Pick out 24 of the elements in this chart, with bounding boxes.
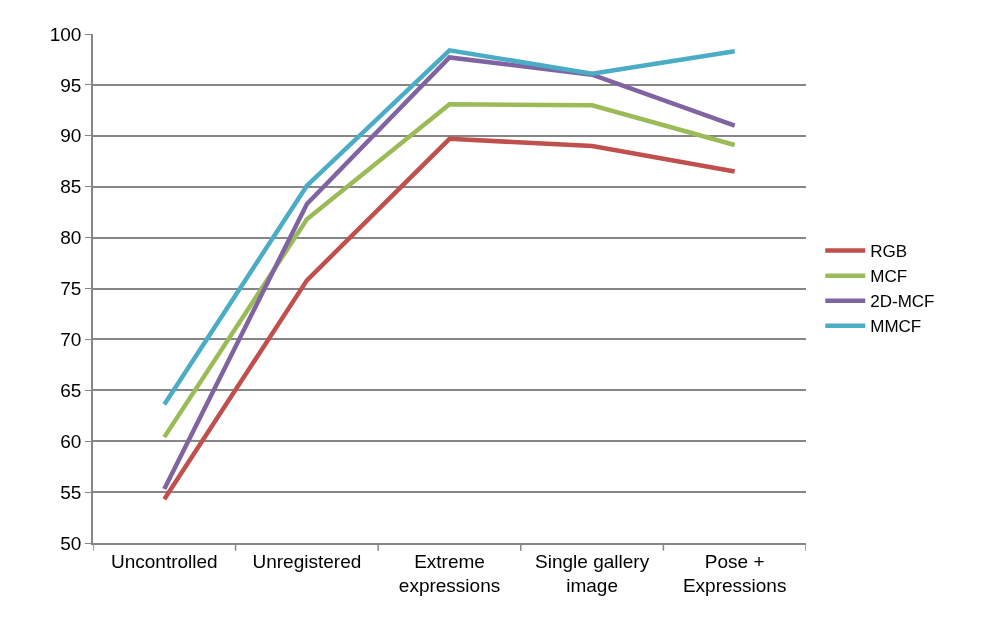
x-tick-label: Pose + Expressions [682, 550, 787, 597]
y-tick-label: 95 [60, 74, 82, 96]
x-tick-label: Single gallery image [535, 550, 650, 597]
y-tick-label: 50 [60, 532, 82, 554]
legend-label: 2D-MCF [870, 292, 935, 312]
y-tick-label: 60 [60, 430, 82, 452]
y-tick-label: 70 [60, 329, 82, 351]
y-tick-label: 75 [60, 278, 82, 300]
y-tick-label: 55 [60, 481, 82, 503]
line-series [162, 55, 737, 492]
x-tick-label: Uncontrolled [110, 550, 218, 572]
y-tick-label: 80 [60, 227, 82, 249]
x-tick-label: Extreme expressions [398, 550, 501, 597]
line-series [162, 136, 737, 502]
y-tick-label: 65 [60, 379, 82, 401]
line-series [162, 101, 737, 440]
legend-label: MMCF [870, 317, 922, 337]
y-tick-label: 100 [49, 23, 82, 45]
legend-label: MCF [870, 267, 908, 287]
legend-label: RGB [870, 242, 908, 262]
y-tick-label: 90 [60, 125, 82, 147]
y-tick-label: 85 [60, 176, 82, 198]
line-series [162, 48, 737, 407]
x-tick-label: Unregistered [252, 550, 362, 572]
